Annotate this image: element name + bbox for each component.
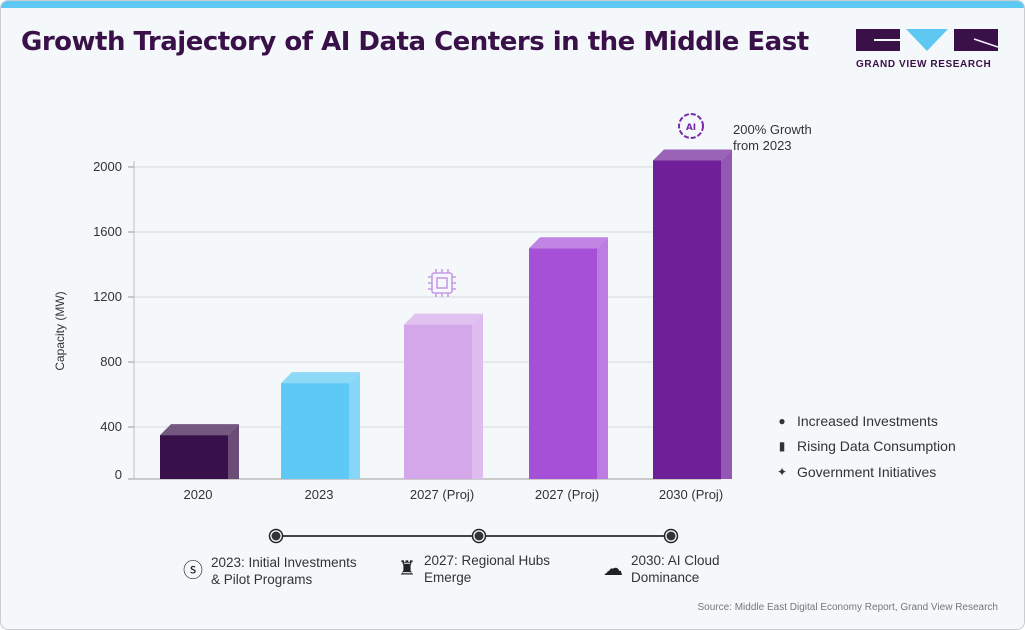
milestone-2027: ♜ 2027: Regional Hubs Emerge: [398, 552, 550, 586]
bar-4: [653, 149, 732, 479]
svg-text:AI: AI: [686, 123, 696, 133]
milestone-2030: ☁ 2030: AI Cloud Dominance: [603, 552, 720, 586]
antenna-tower-icon: ♜: [398, 557, 416, 580]
bar-front: [653, 160, 721, 479]
milestone-2023: ⓢ 2023: Initial Investments & Pilot Progr…: [183, 554, 357, 588]
legend-label: Rising Data Consumption: [797, 438, 956, 454]
ai-brain-icon: AI: [678, 113, 704, 139]
milestone-text: Emerge: [423, 570, 472, 585]
page-title: Growth Trajectory of AI Data Centers in …: [21, 27, 809, 57]
bar-front: [160, 435, 228, 479]
legend-label: Government Initiatives: [797, 464, 937, 480]
x-tick-label: 2030 (Proj): [659, 487, 723, 502]
milestone-text: Dominance: [631, 570, 700, 585]
y-axis-label: Capacity (MW): [53, 291, 67, 370]
bar-front: [404, 324, 472, 479]
bar-front: [529, 248, 597, 479]
bar-3: [529, 237, 608, 479]
bar-side: [597, 237, 608, 479]
legend-label: Increased Investments: [797, 413, 938, 429]
x-tick-label: 2020: [184, 487, 213, 502]
handshake-icon: ✦: [776, 465, 788, 479]
growth-annotation: 200% Growth from 2023: [733, 122, 812, 154]
milestone-text: 2027: Regional Hubs: [423, 553, 551, 568]
y-tick-label: 1600: [93, 224, 122, 239]
bar-side: [472, 313, 483, 479]
bar-front: [281, 383, 349, 479]
legend-item-data-consumption: ▮ Rising Data Consumption: [775, 438, 956, 454]
y-tick-label: 2000: [93, 159, 122, 174]
milestone-text: 2023: Initial Investments: [211, 555, 357, 570]
x-tick-label: 2027 (Proj): [410, 487, 474, 502]
bar-side: [721, 149, 732, 479]
bar-top: [281, 372, 360, 384]
bar-1: [281, 372, 360, 479]
x-tick-label: 2027 (Proj): [535, 487, 599, 502]
timeline-dot-inner: [666, 531, 676, 541]
y-tick-label: 800: [100, 354, 122, 369]
y-tick-label: 0: [115, 467, 122, 482]
bar-2: [404, 313, 483, 479]
annotation-line2: from 2023: [733, 138, 792, 153]
bar-0: [160, 424, 239, 479]
bar-top: [653, 149, 732, 161]
bar-top: [404, 313, 483, 325]
source-note: Source: Middle East Digital Economy Repo…: [697, 602, 998, 613]
x-tick-label: 2023: [305, 487, 334, 502]
cpu-chip-icon: [428, 269, 456, 297]
y-tick-label: 400: [100, 419, 122, 434]
top-accent-bar: [1, 1, 1024, 8]
timeline-dot-inner: [474, 531, 484, 541]
annotation-line1: 200% Growth: [733, 122, 812, 137]
legend-item-investments: ● Increased Investments: [775, 413, 938, 429]
investment-dollar-icon: ●: [778, 414, 786, 428]
grand-view-research-logo: [856, 29, 998, 51]
bar-top: [160, 424, 239, 436]
legend-item-government: ✦ Government Initiatives: [775, 464, 936, 480]
milestone-text: & Pilot Programs: [211, 572, 313, 587]
bar-side: [228, 424, 239, 479]
dollar-circle-icon: ⓢ: [183, 559, 203, 582]
ai-cloud-icon: ☁: [603, 557, 623, 580]
bar-top: [529, 237, 608, 249]
bar-side: [349, 372, 360, 479]
timeline-dot-inner: [271, 531, 281, 541]
y-tick-label: 1200: [93, 289, 122, 304]
milestone-text: 2030: AI Cloud: [631, 553, 720, 568]
logo-text: GRAND VIEW RESEARCH: [856, 59, 992, 70]
data-bars-icon: ▮: [778, 439, 786, 453]
